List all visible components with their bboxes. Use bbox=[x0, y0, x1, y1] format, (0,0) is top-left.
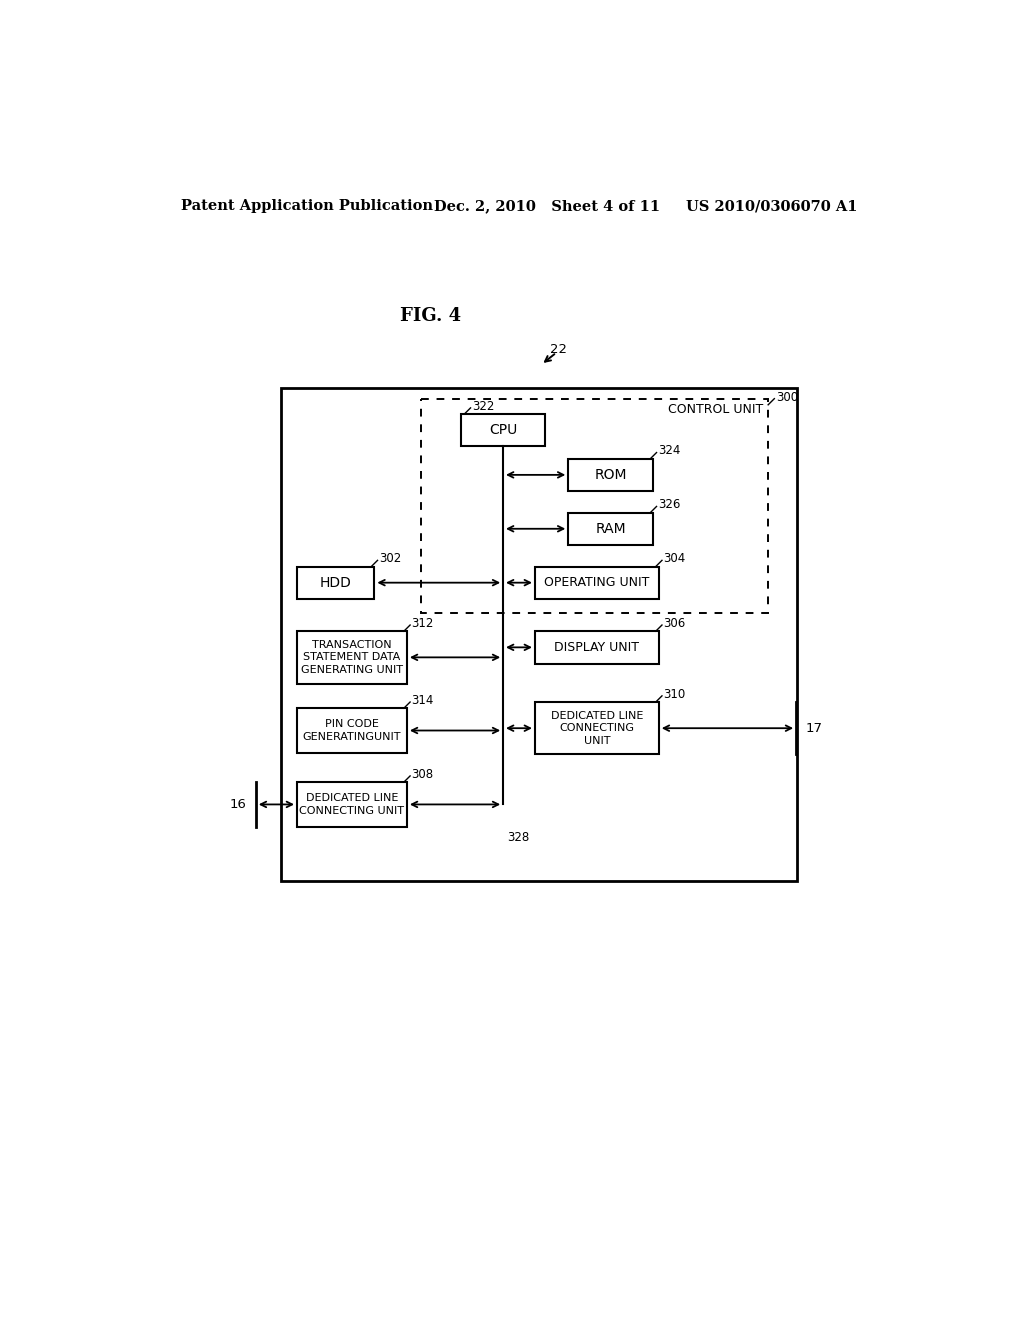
Text: 304: 304 bbox=[664, 552, 686, 565]
Text: 314: 314 bbox=[412, 694, 434, 708]
Bar bbox=[535, 702, 658, 755]
Text: CPU: CPU bbox=[489, 424, 517, 437]
Bar bbox=[297, 566, 375, 599]
Text: Dec. 2, 2010   Sheet 4 of 11: Dec. 2, 2010 Sheet 4 of 11 bbox=[434, 199, 660, 213]
Bar bbox=[281, 388, 797, 880]
Text: RAM: RAM bbox=[596, 521, 626, 536]
Text: Patent Application Publication: Patent Application Publication bbox=[180, 199, 433, 213]
Text: OPERATING UNIT: OPERATING UNIT bbox=[544, 576, 649, 589]
Text: 306: 306 bbox=[664, 616, 686, 630]
Text: DEDICATED LINE
CONNECTING
UNIT: DEDICATED LINE CONNECTING UNIT bbox=[551, 710, 643, 746]
Text: 326: 326 bbox=[658, 499, 681, 511]
Bar bbox=[297, 708, 407, 752]
Text: 328: 328 bbox=[507, 832, 529, 843]
Text: DISPLAY UNIT: DISPLAY UNIT bbox=[554, 640, 639, 653]
Bar bbox=[535, 566, 658, 599]
Text: HDD: HDD bbox=[319, 576, 351, 590]
Bar bbox=[461, 414, 545, 446]
Text: 300: 300 bbox=[776, 391, 798, 404]
Text: 310: 310 bbox=[664, 688, 686, 701]
Bar bbox=[568, 512, 653, 545]
Text: 322: 322 bbox=[472, 400, 495, 413]
Bar bbox=[297, 781, 407, 826]
Text: DEDICATED LINE
CONNECTING UNIT: DEDICATED LINE CONNECTING UNIT bbox=[299, 793, 404, 816]
Text: US 2010/0306070 A1: US 2010/0306070 A1 bbox=[686, 199, 857, 213]
Text: 17: 17 bbox=[805, 722, 822, 735]
Bar bbox=[297, 631, 407, 684]
Text: CONTROL UNIT: CONTROL UNIT bbox=[669, 403, 764, 416]
Text: PIN CODE
GENERATINGUNIT: PIN CODE GENERATINGUNIT bbox=[303, 719, 401, 742]
Bar bbox=[421, 399, 768, 612]
Text: TRANSACTION
STATEMENT DATA
GENERATING UNIT: TRANSACTION STATEMENT DATA GENERATING UN… bbox=[301, 640, 403, 675]
Text: FIG. 4: FIG. 4 bbox=[399, 308, 461, 325]
Text: 308: 308 bbox=[412, 768, 434, 781]
Text: 22: 22 bbox=[550, 343, 566, 356]
Text: 312: 312 bbox=[412, 616, 434, 630]
Text: ROM: ROM bbox=[595, 467, 627, 482]
Text: 16: 16 bbox=[229, 797, 247, 810]
Bar bbox=[535, 631, 658, 664]
Bar bbox=[568, 459, 653, 491]
Text: 302: 302 bbox=[379, 552, 401, 565]
Text: 324: 324 bbox=[658, 445, 681, 458]
